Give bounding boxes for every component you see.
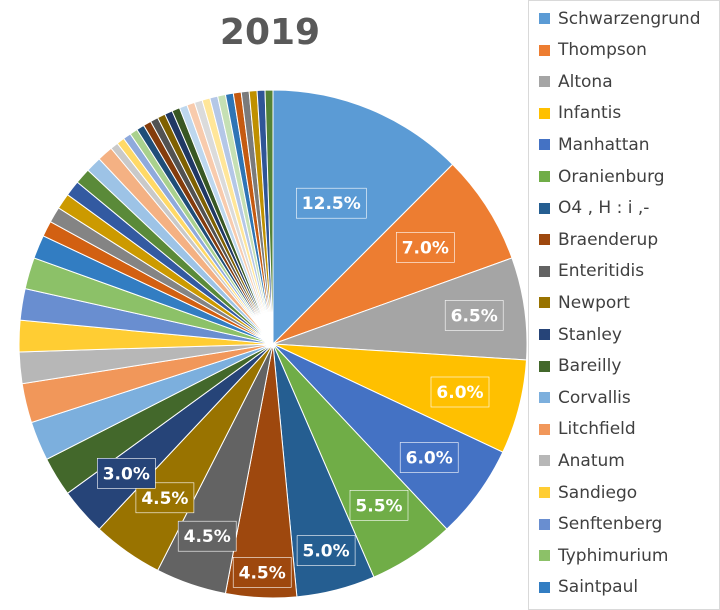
slice-label-box [444, 300, 504, 331]
legend-item: Sandiego [539, 477, 637, 508]
slice-label-text: 4.5% [239, 563, 286, 583]
chart-legend: Schwarzengrund Thompson Altona Infantis Manh… [528, 0, 720, 610]
legend-label: Enteritidis [558, 261, 645, 282]
slice-data-label: 5.0% [296, 535, 356, 567]
legend-label: Manhattan [558, 134, 650, 155]
legend-swatch [539, 423, 550, 435]
chart-title: 2019 [219, 12, 321, 53]
legend-swatch [539, 297, 550, 309]
legend-item: O4 , H : i ,- [539, 193, 649, 224]
legend-swatch [539, 265, 550, 277]
legend-label: Braenderup [558, 229, 659, 250]
legend-item: Anatum [539, 445, 625, 476]
slice-label-text: 5.0% [303, 542, 350, 562]
slice-label-text: 6.0% [436, 383, 483, 403]
slice-data-label: 6.0% [399, 442, 459, 473]
legend-swatch [539, 360, 550, 372]
slice-data-label: 6.0% [430, 376, 490, 408]
legend-label: Thompson [558, 40, 647, 61]
slice-label-text: 7.0% [402, 238, 449, 258]
slice-label-text: 3.0% [103, 464, 150, 484]
pie-slice [264, 89, 274, 345]
legend-swatch [539, 171, 550, 182]
legend-label: Corvallis [558, 387, 631, 408]
slice-label-box [430, 376, 490, 408]
legend-item: Typhimurium [539, 540, 668, 571]
slice-label-text: 12.5% [302, 194, 361, 214]
legend-item: Infantis [539, 98, 621, 129]
slice-label-box [399, 442, 459, 473]
legend-label: Altona [558, 71, 613, 92]
legend-item: Newport [539, 287, 630, 318]
legend-swatch [539, 487, 550, 498]
slice-data-label: 3.0% [97, 457, 156, 489]
legend-swatch [539, 107, 550, 119]
legend-item: Corvallis [539, 382, 631, 413]
legend-label: Sandiego [558, 482, 638, 503]
slice-label-text: 4.5% [141, 489, 188, 509]
legend-swatch [539, 455, 550, 467]
legend-swatch [539, 139, 550, 151]
slice-label-box [296, 535, 356, 567]
legend-swatch [539, 234, 550, 246]
legend-item: Enteritidis [539, 256, 644, 287]
legend-label: Typhimurium [558, 545, 669, 566]
legend-item: Saintpaul [539, 572, 638, 603]
legend-item: Braenderup [539, 224, 658, 255]
legend-label: Schwarzengrund [558, 8, 701, 29]
pie-chart: 12.5% 7.0% 6.5% 6.0% 6.0% 5.5% 5.0% 4.5% 4.5% 4.5… [18, 89, 528, 599]
legend-swatch [539, 518, 550, 530]
legend-item: Oranienburg [539, 161, 665, 192]
legend-label: Anatum [558, 450, 625, 471]
slice-data-label: 5.5% [349, 489, 409, 521]
slice-data-label: 6.5% [444, 300, 504, 331]
legend-swatch [539, 550, 550, 562]
slice-label-box [232, 556, 292, 588]
pie-slice [272, 163, 513, 345]
slice-data-label: 7.0% [395, 232, 455, 263]
legend-label: Bareilly [558, 356, 622, 377]
slice-label-box [395, 232, 455, 263]
slice-label-text: 5.5% [355, 496, 402, 516]
slice-label-box [97, 457, 156, 489]
legend-item: Litchfield [539, 414, 636, 445]
slice-data-label: 4.5% [232, 556, 292, 588]
slice-label-box [177, 520, 237, 552]
slice-label-text: 4.5% [184, 527, 231, 547]
legend-label: Litchfield [558, 419, 636, 440]
legend-swatch [539, 581, 550, 593]
slice-label-box [295, 187, 367, 219]
legend-label: Stanley [558, 324, 622, 345]
legend-item: Bareilly [539, 351, 621, 382]
legend-label: Oranienburg [558, 166, 665, 187]
legend-label: Infantis [558, 103, 622, 124]
slice-data-label: 4.5% [177, 520, 237, 552]
legend-label: Saintpaul [558, 577, 639, 598]
legend-item: Schwarzengrund [539, 3, 701, 34]
legend-swatch [539, 13, 550, 24]
legend-swatch [539, 44, 550, 56]
legend-label: Newport [558, 292, 630, 313]
legend-item: Manhattan [539, 129, 650, 160]
legend-swatch [539, 392, 550, 404]
legend-item: Altona [539, 66, 613, 97]
legend-item: Senftenberg [539, 509, 662, 540]
legend-swatch [539, 329, 550, 340]
legend-item: Thompson [539, 35, 647, 66]
legend-swatch [539, 202, 550, 214]
legend-item: Stanley [539, 319, 622, 350]
legend-swatch [539, 76, 550, 88]
slice-label-text: 6.0% [406, 449, 453, 469]
slice-label-text: 6.5% [451, 306, 498, 326]
slice-label-box [349, 489, 409, 521]
legend-label: Senftenberg [558, 514, 663, 535]
legend-label: O4 , H : i ,- [558, 198, 650, 219]
slice-data-label: 12.5% [295, 187, 367, 219]
